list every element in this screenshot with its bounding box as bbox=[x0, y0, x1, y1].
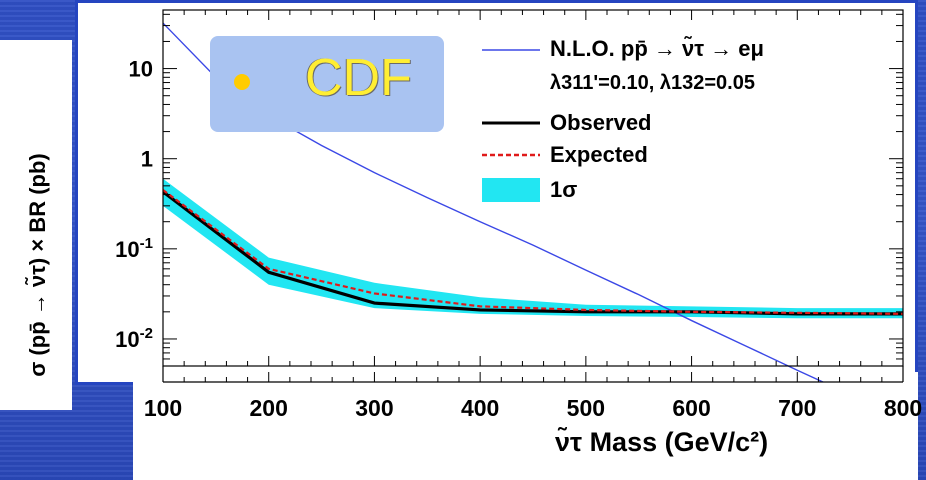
x-axis-panel bbox=[133, 372, 918, 480]
y-tick-label: 10 bbox=[129, 57, 153, 82]
x-tick-label: 300 bbox=[355, 395, 393, 421]
y-axis-label-panel: σ (pp̄ → ν̃τ) × BR (pb) bbox=[0, 40, 72, 410]
y-tick-label: 1 bbox=[141, 147, 153, 172]
x-axis-label: ν̃τ Mass (GeV/c²) bbox=[555, 427, 769, 457]
y-tick-label: 10-2 bbox=[115, 325, 153, 352]
bullet-icon bbox=[234, 74, 250, 90]
legend-swatches bbox=[482, 49, 540, 202]
series-band-1sigma bbox=[163, 178, 903, 319]
legend-label-observed: Observed bbox=[550, 110, 652, 135]
x-tick-label: 600 bbox=[672, 395, 710, 421]
legend-label-nlo: N.L.O. pp̄ → ν̃τ → eμ bbox=[550, 36, 764, 61]
cdf-annotation: CDF bbox=[305, 49, 412, 107]
plot-frame bbox=[162, 9, 904, 367]
x-tick-label: 500 bbox=[567, 395, 605, 421]
x-tick-label: 200 bbox=[250, 395, 288, 421]
legend-label-band: 1σ bbox=[550, 177, 578, 202]
legend-label-expected: Expected bbox=[550, 142, 648, 167]
series-line-expected bbox=[163, 189, 903, 315]
y-tick-label: 10-1 bbox=[115, 235, 153, 262]
x-tick-label: 700 bbox=[778, 395, 816, 421]
x-tick-label: 100 bbox=[144, 395, 182, 421]
x-tick-label: 800 bbox=[884, 395, 922, 421]
legend-label-couplings: λ311'=0.10, λ132=0.05 bbox=[550, 72, 755, 94]
legend-swatch-band bbox=[482, 178, 540, 202]
series-line-observed bbox=[163, 190, 903, 316]
x-tick-label: 400 bbox=[461, 395, 499, 421]
